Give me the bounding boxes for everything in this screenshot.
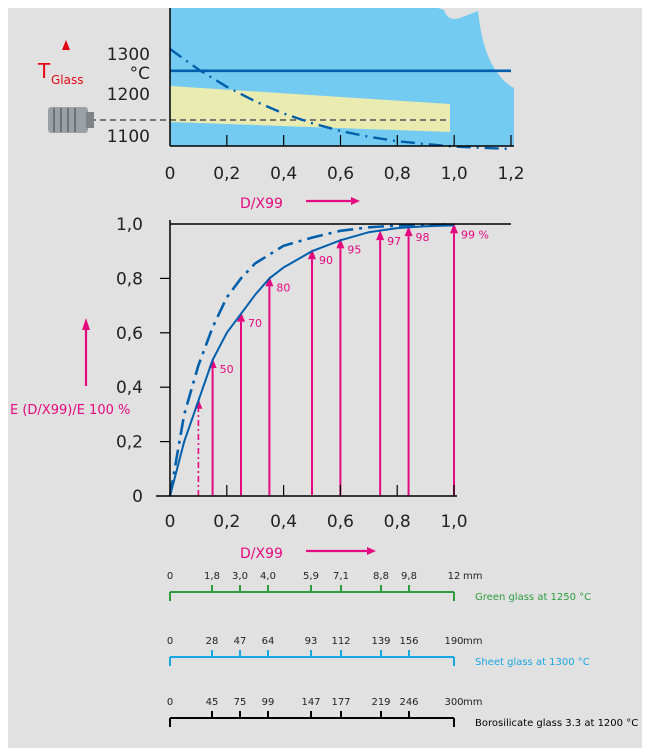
- scale-caption: Sheet glass at 1300 °C: [475, 657, 590, 668]
- temp-y-arrow: [62, 40, 70, 50]
- emission-x-tick-label: 1,0: [440, 512, 467, 532]
- emission-marker-label: 95: [347, 243, 361, 256]
- scale-tick-label: 12: [448, 571, 461, 582]
- scale-caption: Borosilicate glass 3.3 at 1200 °C: [475, 718, 638, 729]
- scale-tick-label: 139: [371, 636, 390, 647]
- emission-marker-head: [376, 230, 385, 241]
- temp-series-2: [169, 48, 512, 151]
- emission-marker-head: [265, 276, 274, 287]
- emission-marker-head: [308, 249, 316, 260]
- temp-y-label-sub: Glass: [51, 73, 84, 87]
- scale-tick-label: 0: [167, 697, 173, 708]
- scale-tick-label: 4,0: [260, 571, 276, 582]
- scale-tick-label: 190: [444, 636, 463, 647]
- emission-series-1: [169, 224, 455, 497]
- scale-unit: mm: [463, 571, 482, 582]
- emission-x-arrow-head: [367, 547, 376, 555]
- temp-y-unit: °C: [130, 64, 150, 84]
- figure-panel: 1300 1200 1100 °C T Glass 0 0,2 0,4 0,6 0,8 1,0 1,2 D…: [8, 8, 642, 748]
- emission-y-arrow-head: [82, 318, 90, 330]
- pyrometer-sensor-icon: [48, 107, 94, 133]
- emission-x-tick-label: 0,6: [327, 512, 354, 532]
- emission-marker-label: 70: [248, 317, 262, 330]
- temp-x-tick-label: 1,2: [497, 164, 524, 184]
- scale-unit: mm: [463, 636, 482, 647]
- scale-tick-label: 8,8: [373, 571, 389, 582]
- scale-tick-label: 9,8: [401, 571, 417, 582]
- scale-unit: mm: [463, 697, 482, 708]
- scale-tick-label: 1,8: [204, 571, 220, 582]
- scale-tick-label: 0: [167, 571, 173, 582]
- temp-x-tick-label: 0: [165, 164, 176, 184]
- emission-marker-label: 90: [319, 254, 333, 267]
- emission-marker-label: 50: [220, 363, 234, 376]
- emission-y-tick-label: 0,2: [116, 433, 143, 453]
- scale-tick-label: 112: [331, 636, 350, 647]
- temp-y-tick-label: 1100: [107, 127, 150, 147]
- scale-tick-label: 7,1: [333, 571, 349, 582]
- emission-y-tick-label: 0: [132, 487, 143, 507]
- scale-tick-label: 0: [167, 636, 173, 647]
- scale-tick-label: 93: [305, 636, 318, 647]
- scale-tick-label: 45: [206, 697, 219, 708]
- temp-x-arrow-head: [351, 197, 360, 205]
- scale-tick-label: 219: [371, 697, 390, 708]
- emission-marker-label: 98: [416, 231, 430, 244]
- scale-tick-label: 75: [234, 697, 247, 708]
- emission-y-tick-label: 0,8: [116, 269, 143, 289]
- scale-tick-label: 3,0: [232, 571, 248, 582]
- emission-series-2: [168, 223, 455, 497]
- scale-tick-label: 47: [234, 636, 247, 647]
- emission-marker-label: 80: [276, 281, 290, 294]
- temp-x-tick-label: 0,6: [327, 164, 354, 184]
- emission-marker-head: [336, 238, 345, 249]
- emission-y-label: E (D/X99)/E 100 %: [10, 403, 130, 418]
- scale-tick-label: 156: [399, 636, 418, 647]
- temp-y-tick-label: 1200: [107, 85, 150, 105]
- emission-marker-label: 99 %: [461, 228, 489, 241]
- emission-marker-head: [237, 311, 245, 322]
- scale-caption: Green glass at 1250 °C: [475, 592, 591, 603]
- temp-x-tick-label: 0,4: [270, 164, 297, 184]
- scale-tick-label: 99: [262, 697, 275, 708]
- sensor-lens: [86, 112, 94, 128]
- scale-tick-label: 177: [331, 697, 350, 708]
- temp-x-tick-label: 1,0: [441, 164, 468, 184]
- temp-x-tick-label: 0,8: [384, 164, 411, 184]
- emission-marker-label: 97: [387, 235, 401, 248]
- scale-tick-label: 300: [444, 697, 463, 708]
- temp-y-label: T: [37, 59, 51, 83]
- scale-tick-label: 246: [399, 697, 418, 708]
- emission-x-tick-label: 0,4: [270, 512, 297, 532]
- scale-tick-label: 64: [262, 636, 275, 647]
- emission-y-tick-label: 0,4: [116, 378, 143, 398]
- emission-marker-head: [450, 223, 458, 234]
- emission-x-tick-label: 0: [165, 512, 176, 532]
- emission-marker-head: [404, 226, 413, 237]
- emission-y-tick-label: 1,0: [116, 215, 143, 235]
- temp-x-tick-label: 0,2: [213, 164, 240, 184]
- temp-y-tick-label: 1300: [107, 45, 150, 65]
- emission-y-tick-label: 0,6: [116, 324, 143, 344]
- scale-tick-label: 28: [206, 636, 219, 647]
- emission-x-tick-label: 0,2: [213, 512, 240, 532]
- emission-x-label: D/X99: [240, 546, 283, 562]
- temp-x-label: D/X99: [240, 196, 283, 212]
- scale-tick-label: 5,9: [303, 571, 319, 582]
- scale-tick-label: 147: [301, 697, 320, 708]
- emission-x-tick-label: 0,8: [384, 512, 411, 532]
